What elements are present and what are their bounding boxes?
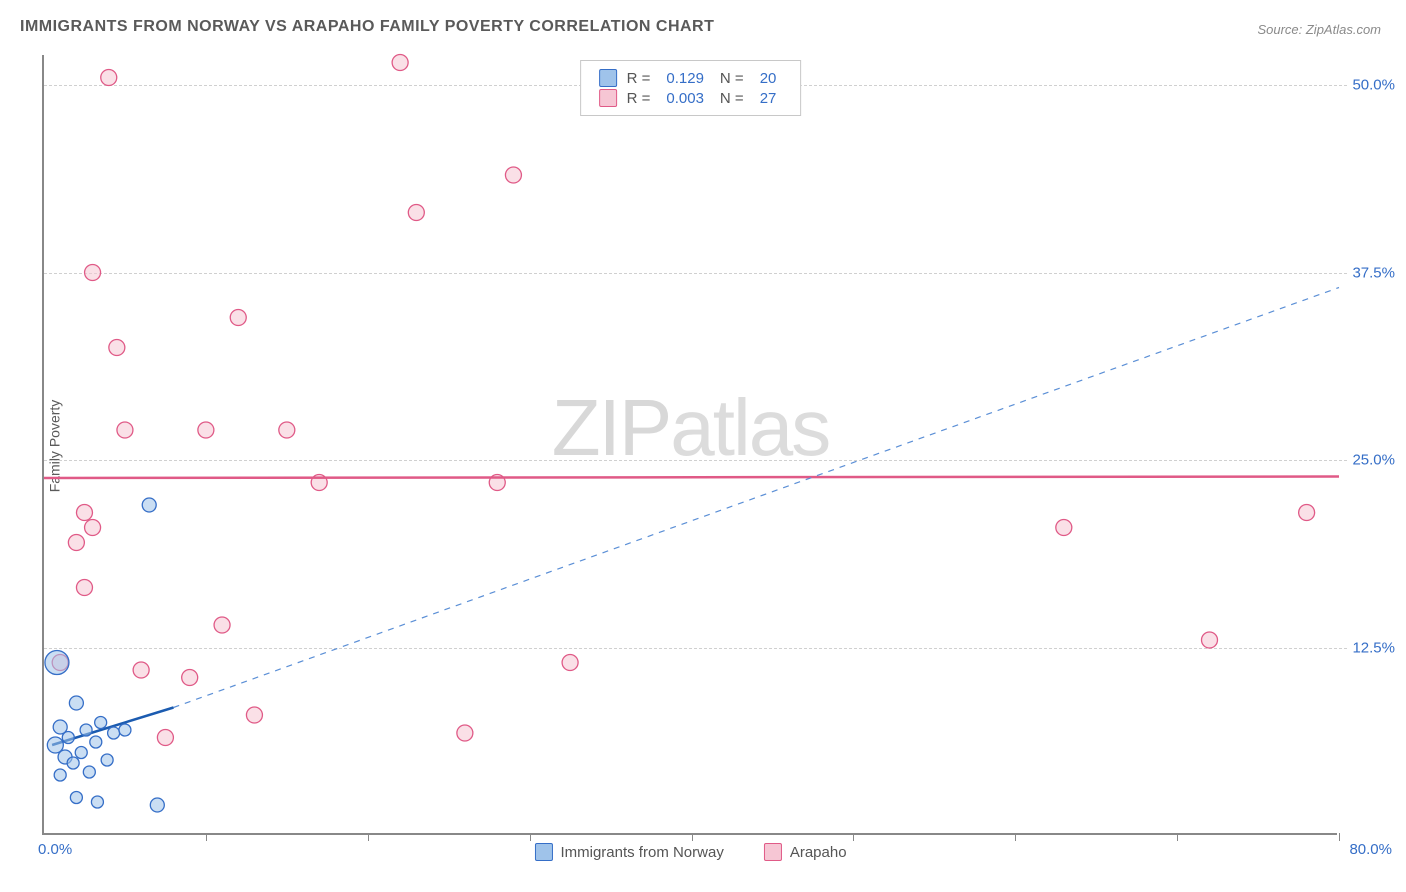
x-tick	[853, 833, 854, 841]
x-tick	[368, 833, 369, 841]
y-tick-label: 12.5%	[1352, 639, 1395, 656]
legend-row-series1: R = 0.129 N = 20	[599, 69, 783, 87]
x-axis-min: 0.0%	[38, 841, 72, 858]
n-label: N =	[720, 70, 744, 87]
legend-swatch-pink	[764, 843, 782, 861]
series-name-1: Immigrants from Norway	[560, 844, 723, 861]
legend-row-series2: R = 0.003 N = 27	[599, 89, 783, 107]
x-tick	[1339, 833, 1340, 841]
scatter-svg	[44, 55, 1337, 833]
n-label: N =	[720, 90, 744, 107]
y-tick-label: 50.0%	[1352, 77, 1395, 94]
x-axis-max: 80.0%	[1349, 841, 1392, 858]
series-name-2: Arapaho	[790, 844, 847, 861]
x-tick	[692, 833, 693, 841]
legend-swatch-pink	[599, 89, 617, 107]
n-value-1: 20	[760, 70, 777, 87]
x-tick	[1177, 833, 1178, 841]
r-label: R =	[627, 70, 651, 87]
legend-item-norway: Immigrants from Norway	[534, 843, 723, 861]
y-tick-label: 25.0%	[1352, 452, 1395, 469]
n-value-2: 27	[760, 90, 777, 107]
series-legend: Immigrants from Norway Arapaho	[534, 843, 846, 861]
stats-legend: R = 0.129 N = 20 R = 0.003 N = 27	[580, 60, 802, 116]
x-tick	[1015, 833, 1016, 841]
r-label: R =	[627, 90, 651, 107]
y-tick-label: 37.5%	[1352, 264, 1395, 281]
legend-item-arapaho: Arapaho	[764, 843, 847, 861]
x-tick	[530, 833, 531, 841]
chart-title: IMMIGRANTS FROM NORWAY VS ARAPAHO FAMILY…	[20, 18, 714, 36]
plot-area: ZIPatlas 12.5%25.0%37.5%50.0% R = 0.129 …	[42, 55, 1337, 835]
x-tick	[206, 833, 207, 841]
legend-swatch-blue	[534, 843, 552, 861]
r-value-1: 0.129	[666, 70, 704, 87]
r-value-2: 0.003	[666, 90, 704, 107]
legend-swatch-blue	[599, 69, 617, 87]
source-attribution: Source: ZipAtlas.com	[1257, 22, 1381, 37]
